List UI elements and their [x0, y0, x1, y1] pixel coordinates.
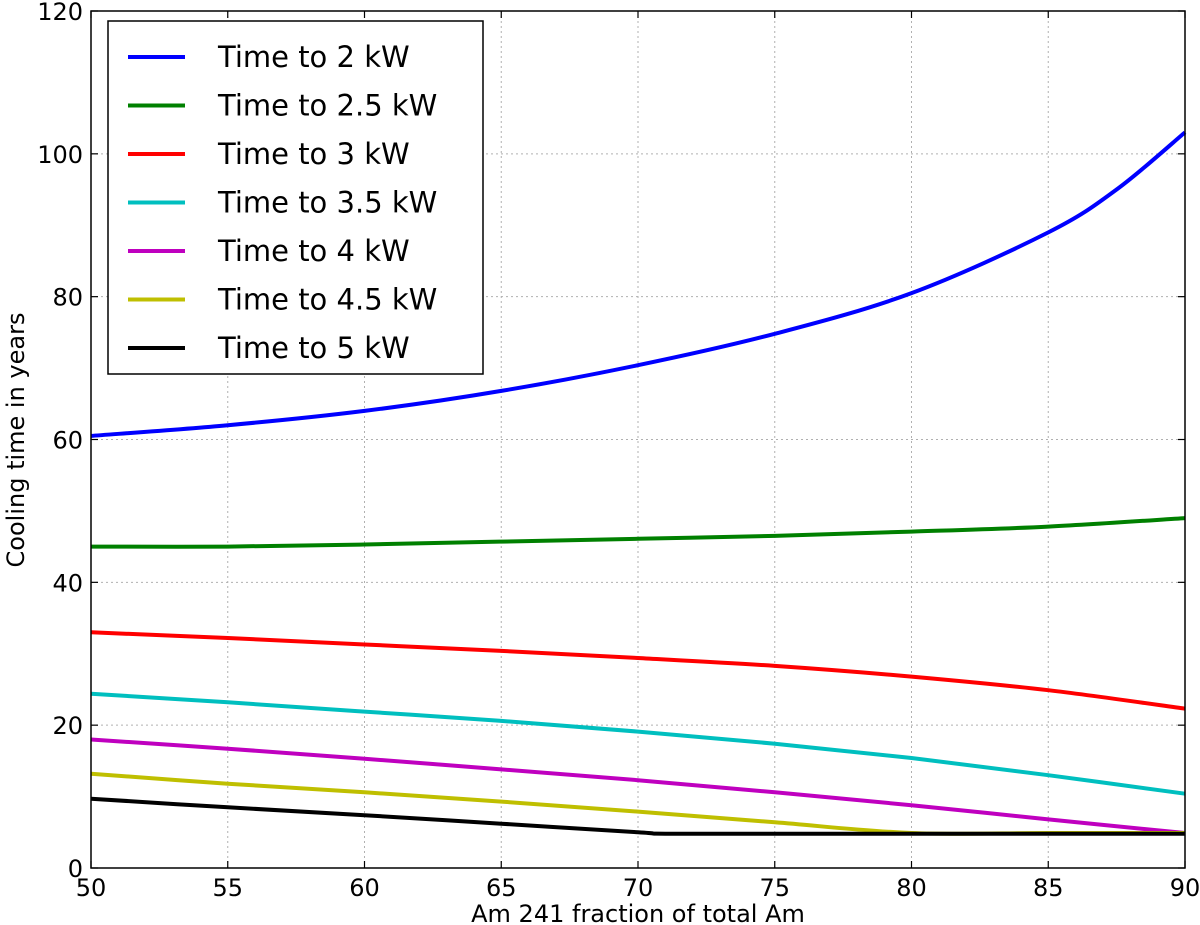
x-tick-label: 90: [1170, 874, 1200, 902]
legend-label: Time to 4.5 kW: [217, 283, 437, 317]
y-tick-label: 40: [52, 569, 83, 597]
series-line: [90, 516, 1186, 549]
y-tick-label: 80: [52, 284, 83, 312]
y-tick-label: 120: [37, 0, 83, 26]
axis-ticks: 50 55 60 65 70 75 80 85 90 0 20 40 60 80 100 120: [37, 0, 1200, 902]
legend-label: Time to 5 kW: [217, 331, 410, 365]
y-axis-label: Cooling time in years: [2, 313, 30, 568]
legend-label: Time to 3 kW: [217, 137, 410, 171]
y-tick-label: 100: [37, 141, 83, 169]
series-line: [90, 630, 1186, 711]
legend-box: [107, 20, 484, 375]
legend: Time to 2 kW Time to 2.5 kW Time to 3 kW Ti…: [107, 20, 484, 375]
legend-label: Time to 2 kW: [217, 40, 410, 74]
x-tick-label: 85: [1033, 874, 1064, 902]
x-axis-label: Am 241 fraction of total Am: [471, 900, 805, 925]
x-tick-label: 50: [76, 874, 107, 902]
legend-label: Time to 3.5 kW: [217, 186, 437, 220]
x-tick-label: 60: [349, 874, 380, 902]
x-tick-label: 65: [486, 874, 517, 902]
x-tick-label: 80: [896, 874, 927, 902]
series-line: [90, 691, 1186, 796]
x-tick-label: 70: [623, 874, 654, 902]
series-line: [90, 130, 1187, 438]
y-tick-label: 60: [52, 427, 83, 455]
y-tick-label: 20: [52, 712, 83, 740]
y-tick-label: 0: [68, 855, 83, 883]
legend-label: Time to 4 kW: [217, 234, 410, 268]
series-line: [90, 796, 1185, 836]
x-tick-label: 75: [759, 874, 790, 902]
x-tick-label: 55: [212, 874, 243, 902]
series-line: [90, 737, 1186, 835]
series-lines: [90, 130, 1187, 836]
legend-label: Time to 2.5 kW: [217, 89, 437, 123]
